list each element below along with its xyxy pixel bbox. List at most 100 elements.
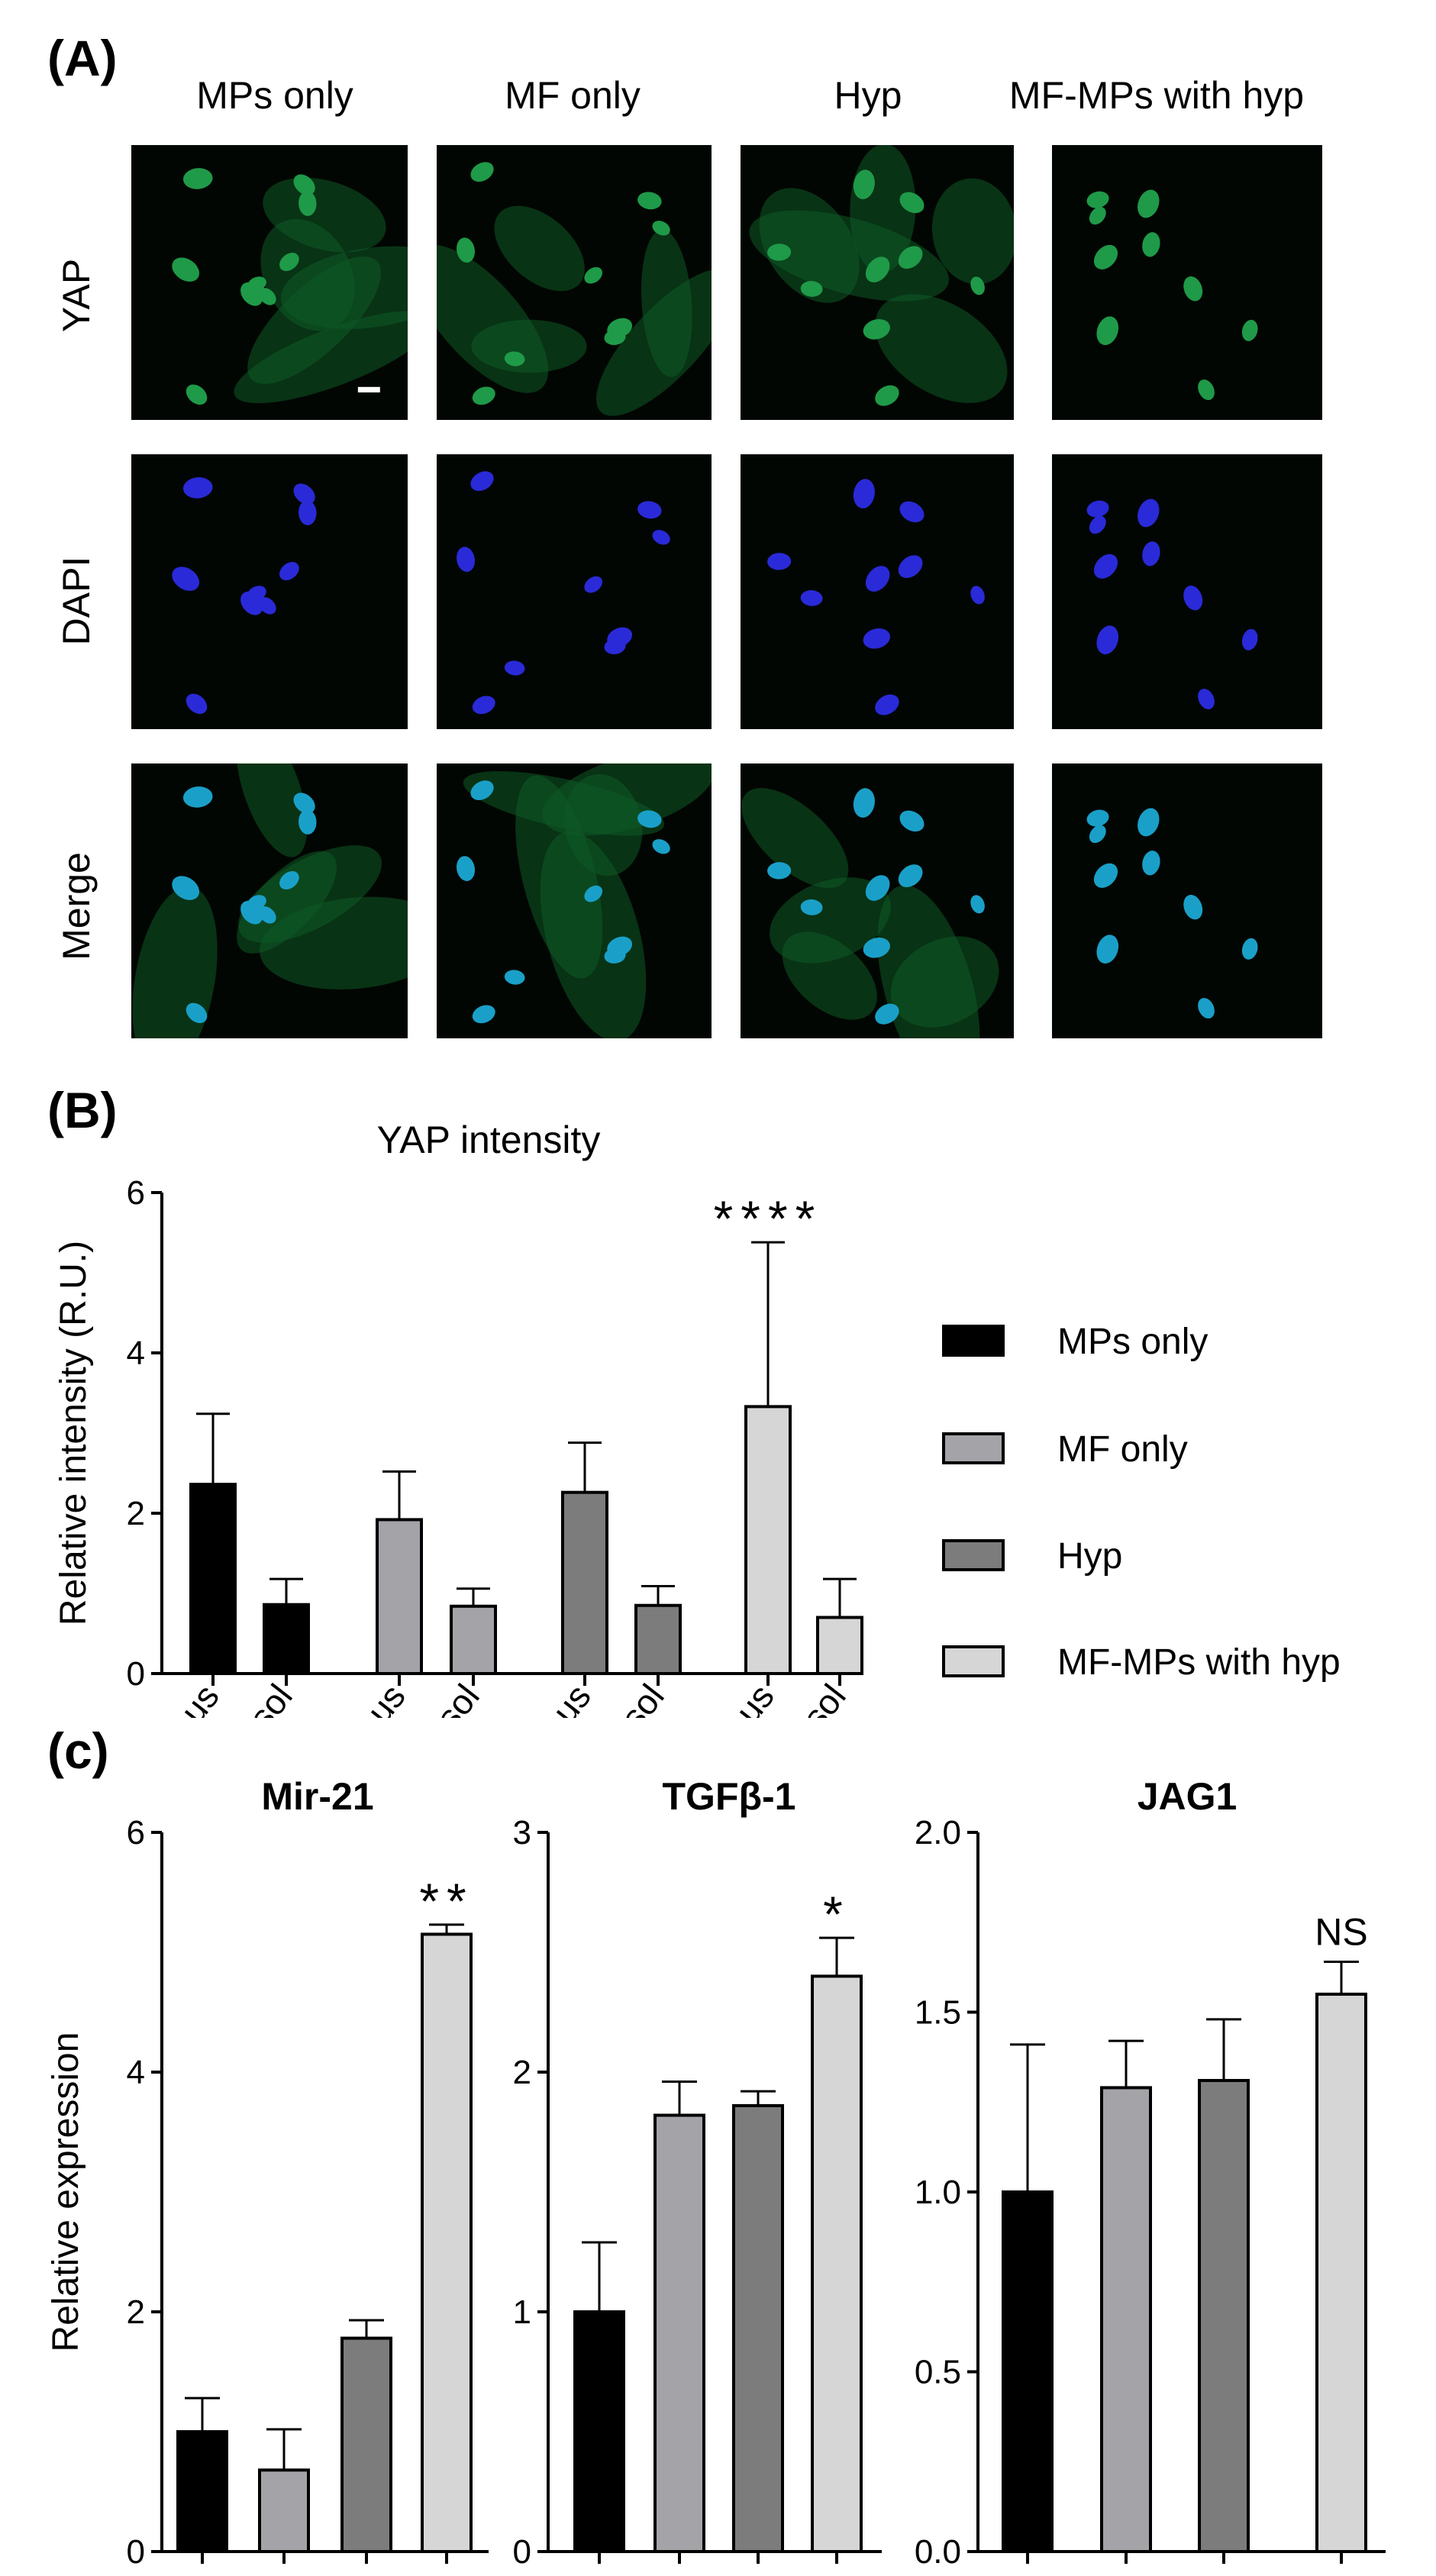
bar (263, 1603, 310, 1676)
chart-title: YAP intensity (377, 1119, 601, 1161)
nucleus-mark (767, 862, 792, 880)
nucleus-mark (1241, 319, 1258, 341)
y-tick-label: 0 (127, 1655, 145, 1693)
nucleus-mark (298, 809, 317, 834)
nucleus-mark (240, 900, 263, 925)
nucleus-mark (1138, 499, 1160, 528)
nucleus-mark (875, 385, 899, 406)
micrograph-1-1 (437, 454, 712, 729)
nucleus-mark (1142, 232, 1160, 257)
nucleus-mark (1096, 316, 1119, 346)
nucleus-mark (293, 792, 315, 814)
cytoplasm-stain (877, 885, 980, 1038)
significance-label: **** (714, 1190, 823, 1247)
nucleus-mark (457, 237, 476, 263)
nucleus-mark (504, 351, 525, 366)
nucleus-mark (899, 501, 925, 523)
nucleus-mark (800, 281, 823, 297)
x-tick-label: nucleus (492, 1677, 599, 1718)
nucleus-mark (970, 586, 985, 605)
legend-swatch (942, 1325, 1005, 1357)
nucleus-mark (853, 479, 875, 508)
nucleus-mark (472, 1005, 495, 1024)
y-tick-label: 2 (127, 2294, 145, 2331)
nucleus-mark (898, 555, 923, 579)
bar (340, 2336, 392, 2553)
y-tick-label: 2 (513, 2054, 531, 2091)
nucleus-mark (637, 192, 662, 210)
y-tick-label: 1.0 (915, 2174, 961, 2211)
nucleus-mark (1198, 379, 1215, 401)
nucleus-mark (279, 871, 299, 890)
nucleus-mark (472, 386, 495, 405)
nucleus-mark (607, 318, 633, 338)
nucleus-mark (1086, 191, 1109, 208)
cytoplasm-stain (769, 877, 891, 964)
nucleus-mark (298, 500, 317, 525)
nucleus-mark (172, 257, 200, 282)
micrograph-2-1 (437, 763, 712, 1038)
nucleus-mark (875, 1003, 899, 1025)
nucleus-mark (470, 780, 494, 801)
nucleus-mark (853, 169, 875, 199)
panel-b-label: (B) (47, 1082, 118, 1138)
legend-entry: MF only (1057, 1429, 1188, 1470)
bar (1100, 2086, 1152, 2554)
bar (811, 1974, 863, 2553)
nucleus-mark (186, 1002, 208, 1024)
panel-a-label: (A) (47, 30, 118, 86)
nucleus-mark (172, 876, 200, 900)
nucleus-mark (472, 696, 495, 715)
cytoplasm-stain (596, 269, 712, 416)
bar (744, 1405, 792, 1675)
nucleus-mark (970, 276, 985, 295)
nucleus-mark (240, 591, 263, 615)
nucleus-mark (899, 810, 925, 832)
nucleus-mark (1089, 515, 1106, 534)
nucleus-mark (863, 319, 890, 340)
nucleus-mark (1142, 541, 1160, 567)
nucleus-mark (898, 864, 923, 888)
y-axis-label: Relative intensity (R.U.) (53, 1241, 94, 1625)
nucleus-mark (258, 906, 276, 924)
column-label-mf-only: MF only (505, 74, 641, 117)
row-label-dapi: DAPI (55, 556, 98, 646)
nucleus-mark (457, 856, 476, 881)
nucleus-mark (1096, 935, 1119, 964)
nucleus-mark (1183, 276, 1203, 302)
nucleus-mark (1093, 244, 1118, 270)
micrograph-2-2 (741, 763, 1014, 1038)
micrograph-background (437, 454, 712, 729)
nucleus-mark (504, 660, 525, 676)
micrograph-1-2 (741, 454, 1014, 729)
bar (816, 1616, 863, 1675)
micrograph-0-0 (131, 145, 408, 420)
legend-entry: Hyp (1057, 1536, 1122, 1577)
micrograph-1-0 (131, 454, 408, 729)
nucleus-mark (1086, 500, 1109, 518)
nucleus-mark (1241, 628, 1258, 650)
significance-label: * (823, 1886, 850, 1942)
cytoplasm-stain (749, 210, 949, 302)
column-label-mps-only: MPs only (196, 74, 353, 117)
nucleus-mark (584, 576, 603, 593)
cytoplasm-stain (236, 763, 308, 857)
y-tick-label: 0 (513, 2533, 531, 2571)
bar (634, 1603, 682, 1675)
chart-title: JAG1 (1138, 1775, 1238, 1818)
nucleus-mark (470, 471, 494, 492)
nucleus-mark (182, 168, 213, 189)
cytoplasm-stain (540, 831, 647, 1038)
nucleus-mark (293, 483, 315, 505)
nucleus-mark (1093, 554, 1118, 579)
y-tick-label: 2 (127, 1495, 145, 1532)
cytoplasm-stain (132, 886, 218, 1038)
micrograph-background (131, 454, 408, 729)
significance-label: NS (1315, 1911, 1367, 1954)
y-tick-label: 0.0 (915, 2533, 961, 2571)
scale-bar (357, 386, 380, 392)
nucleus-mark (584, 885, 603, 902)
nucleus-mark (898, 246, 923, 270)
nucleus-mark (652, 530, 670, 545)
micrograph-2-0 (131, 763, 408, 1038)
